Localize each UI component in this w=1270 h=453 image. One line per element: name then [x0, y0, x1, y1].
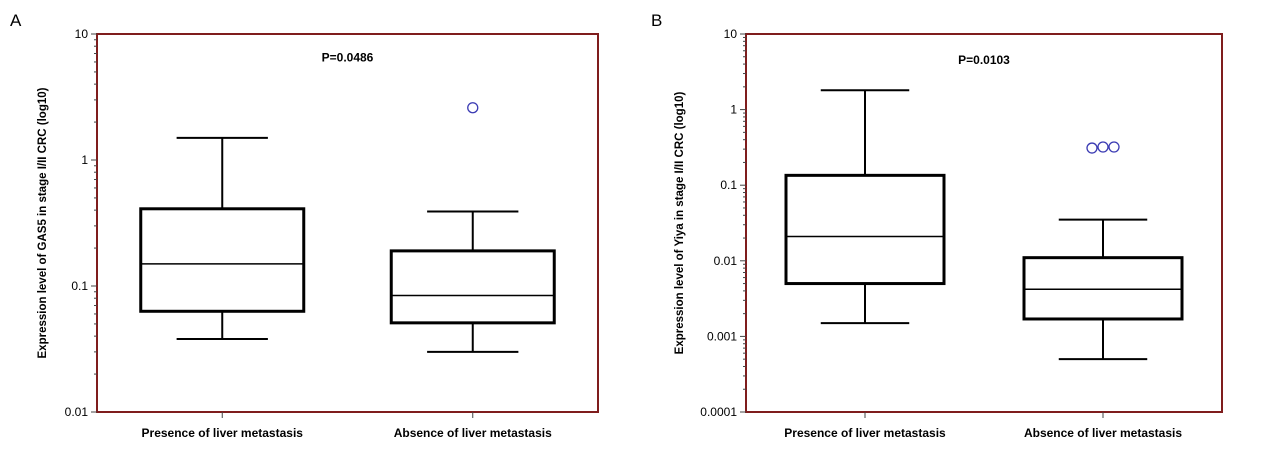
y-tick-label: 10	[75, 27, 89, 41]
y-axis-title: Expression level of Yiya in stage I/II C…	[674, 92, 686, 355]
plot-frame	[96, 33, 599, 413]
y-tick-label: 0.01	[714, 254, 738, 268]
y-tick-label: 0.0001	[700, 405, 737, 419]
box-plot	[389, 102, 556, 353]
box-iqr	[784, 173, 946, 286]
y-tick-label: 1	[730, 103, 737, 117]
chart-panel-b: B 0.0001 0.001 0.01 0.1 1 10 Expression level o…	[651, 11, 1223, 440]
p-value-annotation: P=0.0486	[322, 51, 374, 65]
p-value-annotation: P=0.0103	[958, 53, 1010, 67]
x-category-label: Presence of liver metastasis	[142, 426, 304, 440]
y-tick-label: 0.1	[71, 279, 88, 293]
box-plot	[784, 89, 946, 325]
y-tick-label: 10	[724, 27, 738, 41]
x-category-label: Presence of liver metastasis	[784, 426, 946, 440]
box-plot	[139, 136, 306, 340]
y-tick-label: 0.1	[720, 178, 737, 192]
panel-label: A	[10, 11, 22, 30]
outlier-point	[1097, 141, 1109, 153]
y-tick-label: 0.01	[65, 405, 89, 419]
x-category-label: Absence of liver metastasis	[1024, 426, 1182, 440]
box-plot	[1022, 141, 1184, 361]
y-tick-label: 0.001	[707, 329, 737, 343]
outlier-point	[467, 102, 479, 114]
box-iqr	[139, 207, 306, 313]
plot-frame	[745, 33, 1223, 413]
outlier-point	[1108, 141, 1120, 153]
y-axis-title: Expression level of GAS5 in stage I/II C…	[37, 87, 49, 358]
box-iqr	[1022, 256, 1184, 321]
outlier-point	[1086, 142, 1098, 154]
panel-label: B	[651, 11, 662, 30]
chart-panel-a: A 0.01 0.1 1 10 Expression level of GAS5 in s…	[10, 11, 599, 440]
box-iqr	[389, 249, 556, 325]
y-tick-label: 1	[81, 153, 88, 167]
x-category-label: Absence of liver metastasis	[394, 426, 552, 440]
